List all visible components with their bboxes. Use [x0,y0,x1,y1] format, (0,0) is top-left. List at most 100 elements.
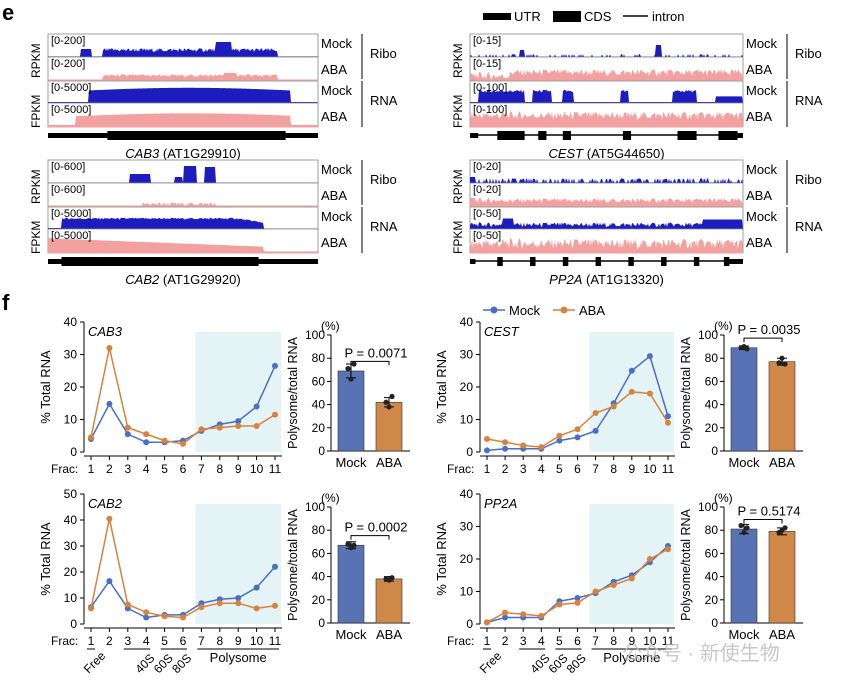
series-aba [88,345,278,447]
x-tick-label: 8 [610,462,617,476]
data-point-aba [124,424,131,431]
line-chart-cab3: 0 10 20 30 40 % Total RNA Frac: 1 2 3 4 5 6 7 8 9 10 11 CA… [38,315,282,476]
fpkm-axis-label: FPKM [29,95,43,128]
x-tick-label: 2 [502,462,509,476]
fraction-name: Free [477,649,505,677]
gene-caption: CAB3 (AT1G29910) [125,146,240,161]
data-point-aba [106,345,113,351]
y-tick-label: 40 [705,570,719,584]
y-axis-title: Polysome/total RNA [286,336,300,449]
utr-legend-label: UTR [514,9,541,24]
frac-label: Frac: [447,634,474,648]
x-tick-label: 5 [161,634,168,648]
y-axis-title: Polysome/total RNA [286,508,300,621]
genome-tracks: RPKM FPKM [0-200] [0-200] [0-5000] [0-5000] Mo… [29,33,823,287]
bar-chart-1: 0 20 40 60 80 100 Polysome/total RNA (%) Mock ABA… [679,319,803,470]
fraction-name: Polysome [210,650,267,665]
utr-block [48,133,108,138]
x-tick-label: 9 [235,634,242,648]
data-point-aba [484,436,490,442]
mock-row-label: Mock [746,36,778,51]
data-point-aba [180,440,186,447]
data-point-aba [235,600,242,607]
rna-mock-track-range-label: [0-50] [473,208,501,220]
rna-mock-track-signal [470,218,743,229]
x-tick-label: 4 [143,634,150,648]
data-point-aba [272,411,278,418]
x-tick-label: 6 [574,634,581,648]
rna-mock-track-signal [48,87,318,103]
y-axis-title: % Total RNA [434,350,449,424]
data-point-mock [592,427,599,434]
ribo-group-label: Ribo [370,172,397,187]
line-chart-cab2: 0 10 20 30 40 50 % Total RNA Frac: 1 2 3 4 5 6 7 8 9 10 11… [38,487,282,676]
data-point-aba [665,546,671,553]
x-tick-label: 3 [124,634,131,648]
y-tick-label: 0 [466,445,473,459]
cds-block [677,131,697,140]
cds-block [538,131,547,140]
frac-label: Frac: [447,462,474,476]
mock-row-label: Mock [321,209,353,224]
aba-row-label: ABA [321,109,347,124]
y-tick-label: 20 [705,421,719,435]
replicate-point [741,529,747,536]
cds-block [693,257,700,266]
replicate-point [383,399,389,405]
utr-block [258,259,318,264]
rna-group-label: RNA [370,219,398,234]
x-tick-label: 9 [235,462,242,476]
y-tick-label: 100 [305,328,325,342]
data-point-mock [574,434,581,441]
gene-model [48,257,318,266]
ribo-mock-track-range-label: [0-200] [51,35,85,47]
ribo-aba-track-range-label: [0-600] [51,184,85,196]
cds-legend-swatch [553,11,581,22]
ribo-aba-track-range-label: [0-200] [51,58,85,70]
gene-locus: (AT5G44650) [583,146,664,161]
y-axis-title: Polysome/total RNA [679,336,693,449]
data-point-aba [88,434,94,441]
bar-aba [768,531,796,624]
rna-aba-track-signal [470,111,743,127]
ribo-mock-track-range-label: [0-600] [51,161,85,173]
replicate-point [782,525,788,531]
cds-block [562,131,572,140]
bar-aba [375,578,403,624]
percent-unit-label: (%) [321,491,340,505]
ribo-aba-track-range-label: [0-20] [473,184,501,196]
category-label: Mock [335,455,367,470]
y-tick-label: 30 [460,348,474,362]
x-tick-label: 9 [628,462,635,476]
x-tick-label: 3 [520,634,527,648]
y-tick-label: 30 [460,520,474,534]
y-tick-label: 60 [705,374,719,388]
aba-row-label: ABA [321,62,347,77]
y-tick-label: 40 [705,398,719,412]
data-point-mock [124,431,131,438]
replicate-point [386,404,392,410]
data-point-aba [592,588,599,595]
y-tick-label: 0 [466,617,473,631]
fpkm-axis-label: FPKM [451,221,465,254]
y-tick-label: 100 [698,500,718,514]
series-aba [484,546,671,626]
mock-row-label: Mock [746,209,778,224]
y-tick-label: 0 [70,445,77,459]
utr-block [470,133,479,138]
y-tick-label: 40 [64,513,78,527]
data-point-aba [628,575,635,582]
y-tick-label: 60 [312,374,326,388]
y-tick-label: 0 [318,444,325,458]
data-point-mock [484,447,490,454]
data-point-aba [574,599,581,606]
p-value-label: P = 0.0002 [344,520,407,535]
data-point-mock [272,362,278,369]
utr-block [285,133,318,138]
ribo-mock-track-frame [47,159,319,184]
data-point-aba [665,419,671,426]
data-point-aba [272,602,278,609]
x-tick-label: 6 [574,462,581,476]
